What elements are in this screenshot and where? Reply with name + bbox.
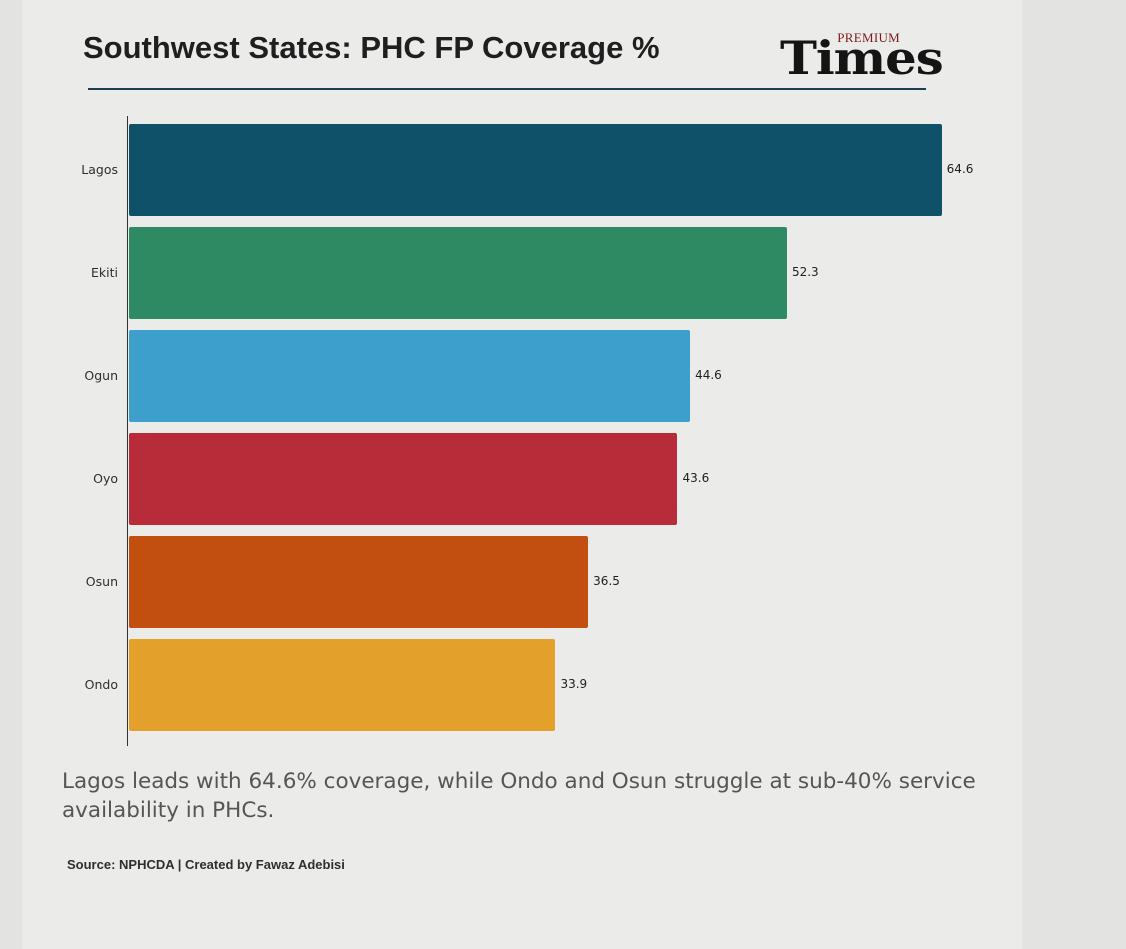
value-label-ekiti: 52.3	[791, 265, 819, 279]
logo-premium-text: PREMIUM	[837, 30, 900, 45]
logo-times-text: Times	[780, 31, 944, 85]
category-label-ekiti: Ekiti	[91, 265, 118, 280]
category-label-oyo: Oyo	[93, 471, 118, 486]
bar-lagos	[129, 124, 942, 216]
category-label-ondo: Ondo	[84, 677, 118, 692]
value-label-ogun: 44.6	[695, 368, 722, 382]
chart-caption: Lagos leads with 64.6% coverage, while O…	[62, 769, 976, 823]
value-label-oyo: 43.6	[682, 471, 710, 485]
bar-oyo	[129, 433, 678, 525]
value-label-ondo: 33.9	[560, 677, 588, 691]
value-label-lagos: 64.6	[946, 162, 974, 176]
y-axis-line	[127, 116, 128, 746]
bar-osun	[129, 536, 589, 628]
bar-ekiti	[129, 227, 787, 319]
bar-ondo	[129, 639, 556, 731]
bar-ogun	[129, 330, 691, 422]
category-label-osun: Osun	[85, 574, 118, 589]
category-label-lagos: Lagos	[81, 162, 118, 177]
title-underline	[88, 88, 926, 90]
category-label-ogun: Ogun	[84, 368, 118, 383]
source-credit: Source: NPHCDA | Created by Fawaz Adebis…	[67, 857, 345, 872]
value-label-osun: 36.5	[593, 574, 620, 588]
premium-times-logo: PREMIUM Times	[778, 26, 944, 85]
chart-title: Southwest States: PHC FP Coverage %	[83, 30, 660, 65]
